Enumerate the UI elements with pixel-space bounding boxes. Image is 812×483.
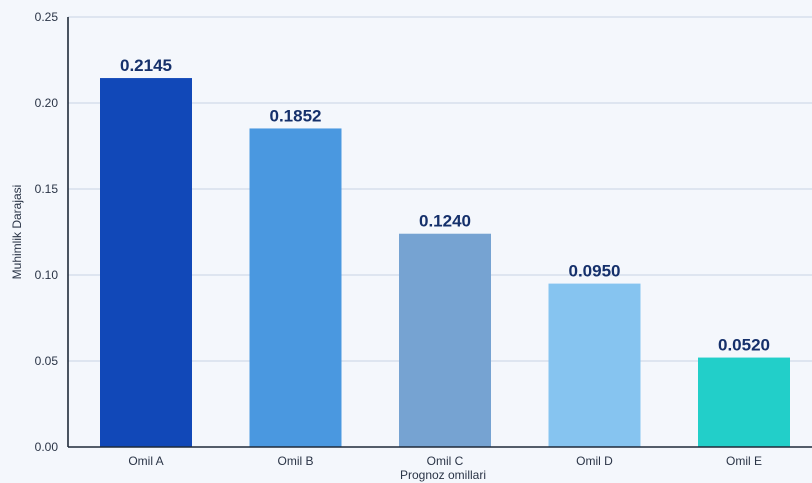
value-labels: 0.2145 0.1852 0.1240 0.0950 0.0520	[120, 56, 770, 355]
y-tick-label: 0.15	[35, 182, 59, 196]
bars	[100, 78, 790, 447]
bar	[548, 283, 641, 447]
bar	[100, 78, 192, 447]
y-tick-label: 0.05	[35, 354, 59, 368]
bar-value-label: 0.0950	[569, 262, 621, 281]
x-tick-labels: Omil A Omil B Omil C Omil D Omil E	[128, 454, 762, 468]
bar	[399, 233, 491, 447]
y-tick-label: 0.20	[35, 96, 59, 110]
x-tick-label: Omil E	[726, 454, 762, 468]
x-tick-label: Omil C	[427, 454, 464, 468]
y-tick-labels: 0.00 0.05 0.10 0.15 0.20 0.25	[35, 10, 59, 454]
x-tick-label: Omil B	[278, 454, 314, 468]
y-tick-label: 0.10	[35, 268, 59, 282]
y-axis-title: Muhimlik Darajasi	[10, 185, 24, 280]
bar	[249, 128, 342, 447]
bar-value-label: 0.1852	[270, 106, 322, 125]
y-tick-label: 0.00	[35, 440, 59, 454]
bar	[698, 357, 790, 447]
bar-value-label: 0.1240	[419, 212, 471, 231]
x-tick-label: Omil D	[576, 454, 613, 468]
bar-value-label: 0.2145	[120, 56, 172, 75]
x-axis-title: Prognoz omillari	[400, 468, 486, 482]
x-tick-label: Omil A	[128, 454, 163, 468]
y-tick-label: 0.25	[35, 10, 59, 24]
bar-value-label: 0.0520	[718, 336, 770, 355]
